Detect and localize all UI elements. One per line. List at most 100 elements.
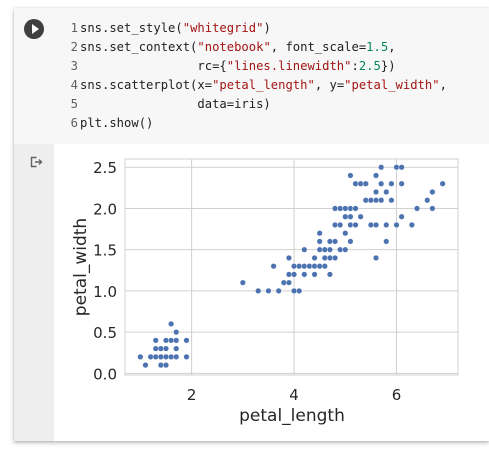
code-token: "petal_length" — [212, 78, 315, 92]
scatter-point — [173, 329, 180, 336]
code-line[interactable]: 4 sns.scatterplot(x="petal_length", y="pe… — [64, 76, 447, 95]
code-token: , y= — [314, 78, 345, 92]
scatter-point — [378, 197, 385, 204]
scatter-chart: 0.0 0.5 1.0 1.5 2.0 2.5 2 4 6 petal_length peta… — [71, 158, 459, 426]
scatter-point — [332, 254, 339, 261]
code-token: plt.show() — [80, 116, 154, 130]
scatter-point — [316, 230, 323, 237]
run-cell-button[interactable] — [24, 19, 44, 39]
code-token: rc={ — [80, 59, 227, 73]
scatter-point — [301, 263, 308, 270]
y-tick-label: 1.5 — [93, 242, 117, 260]
scatter-point — [162, 353, 169, 360]
scatter-point — [388, 197, 395, 204]
play-circle-icon — [32, 24, 39, 34]
scatter-point — [321, 246, 328, 253]
line-number: 6 — [70, 116, 78, 130]
scatter-point — [326, 246, 333, 253]
scatter-point — [378, 180, 385, 187]
scatter-point — [378, 164, 385, 171]
scatter-point — [152, 337, 159, 344]
x-tick-label: 4 — [289, 386, 299, 404]
code-token: "lines.linewidth" — [226, 59, 352, 73]
code-token: sns.scatterplot(x= — [80, 78, 213, 92]
code-token: , font_scale= — [270, 40, 367, 54]
code-token: "notebook" — [197, 40, 271, 54]
x-tick-label: 2 — [187, 386, 197, 404]
scatter-point — [352, 180, 359, 187]
scatter-point — [162, 345, 169, 352]
scatter-point — [142, 362, 149, 369]
code-line[interactable]: 1 sns.set_style("whitegrid") — [64, 19, 447, 38]
output-redirect-icon[interactable] — [29, 155, 43, 169]
code-editor[interactable]: 1 sns.set_style("whitegrid") 2 sns.set_cont… — [14, 8, 489, 144]
scatter-point — [321, 254, 328, 261]
scatter-point — [255, 287, 262, 294]
scatter-point — [342, 213, 349, 220]
scatter-point — [157, 353, 164, 360]
scatter-point — [152, 345, 159, 352]
scatter-point — [367, 197, 374, 204]
code-token: sns.set_context( — [80, 40, 198, 54]
scatter-point — [296, 287, 303, 294]
scatter-point — [367, 221, 374, 228]
scatter-point — [291, 271, 298, 278]
scatter-point — [291, 263, 298, 270]
scatter-point — [373, 197, 380, 204]
scatter-point — [311, 254, 318, 261]
line-number: 3 — [70, 59, 78, 73]
y-tick-label: 1.0 — [93, 283, 117, 301]
scatter-point — [347, 205, 354, 212]
scatter-point — [337, 205, 344, 212]
y-tick-labels: 0.0 0.5 1.0 1.5 2.0 2.5 — [93, 159, 117, 383]
scatter-point — [168, 353, 175, 360]
scatter-point — [326, 254, 333, 261]
scatter-point — [424, 197, 431, 204]
scatter-point — [398, 213, 405, 220]
scatter-point — [280, 279, 287, 286]
code-token: sns.set_style( — [80, 21, 183, 35]
x-axis-label: petal_length — [239, 406, 345, 426]
code-token: }) — [380, 59, 396, 73]
scatter-point — [398, 180, 405, 187]
scatter-point — [352, 221, 359, 228]
x-tick-label: 6 — [392, 386, 402, 404]
scatter-point — [183, 353, 190, 360]
scatter-point — [393, 164, 400, 171]
line-number: 4 — [70, 78, 78, 92]
scatter-point — [285, 271, 292, 278]
code-token: 2.5 — [358, 59, 381, 73]
scatter-point — [388, 180, 395, 187]
scatter-point — [398, 164, 405, 171]
scatter-point — [173, 353, 180, 360]
code-line[interactable]: 3 rc={"lines.linewidth":2.5}) — [64, 57, 447, 76]
scatter-point — [347, 213, 354, 220]
scatter-point — [373, 188, 380, 195]
scatter-point — [311, 271, 318, 278]
code-line[interactable]: 5 data=iris) — [64, 95, 447, 114]
scatter-point — [393, 221, 400, 228]
scatter-point — [373, 254, 380, 261]
scatter-point — [362, 180, 369, 187]
scatter-point — [137, 353, 144, 360]
scatter-point — [183, 337, 190, 344]
scatter-point — [316, 238, 323, 245]
code-lines[interactable]: 1 sns.set_style("whitegrid") 2 sns.set_cont… — [64, 19, 447, 133]
scatter-point — [285, 279, 292, 286]
line-number: 2 — [70, 40, 78, 54]
scatter-point — [429, 205, 436, 212]
line-number: 5 — [70, 97, 78, 111]
output-gutter — [14, 144, 54, 441]
notebook-cell: 1 sns.set_style("whitegrid") 2 sns.set_cont… — [14, 8, 489, 441]
scatter-point — [337, 246, 344, 253]
line-number: 1 — [70, 21, 78, 35]
code-token: : — [351, 59, 359, 73]
scatter-point — [275, 287, 282, 294]
scatter-point — [383, 238, 390, 245]
scatter-point — [301, 246, 308, 253]
code-line[interactable]: 6 plt.show() — [64, 114, 447, 133]
scatter-point — [342, 205, 349, 212]
scatter-point — [342, 246, 349, 253]
code-line[interactable]: 2 sns.set_context("notebook", font_scale=… — [64, 38, 447, 57]
scatter-point — [173, 337, 180, 344]
